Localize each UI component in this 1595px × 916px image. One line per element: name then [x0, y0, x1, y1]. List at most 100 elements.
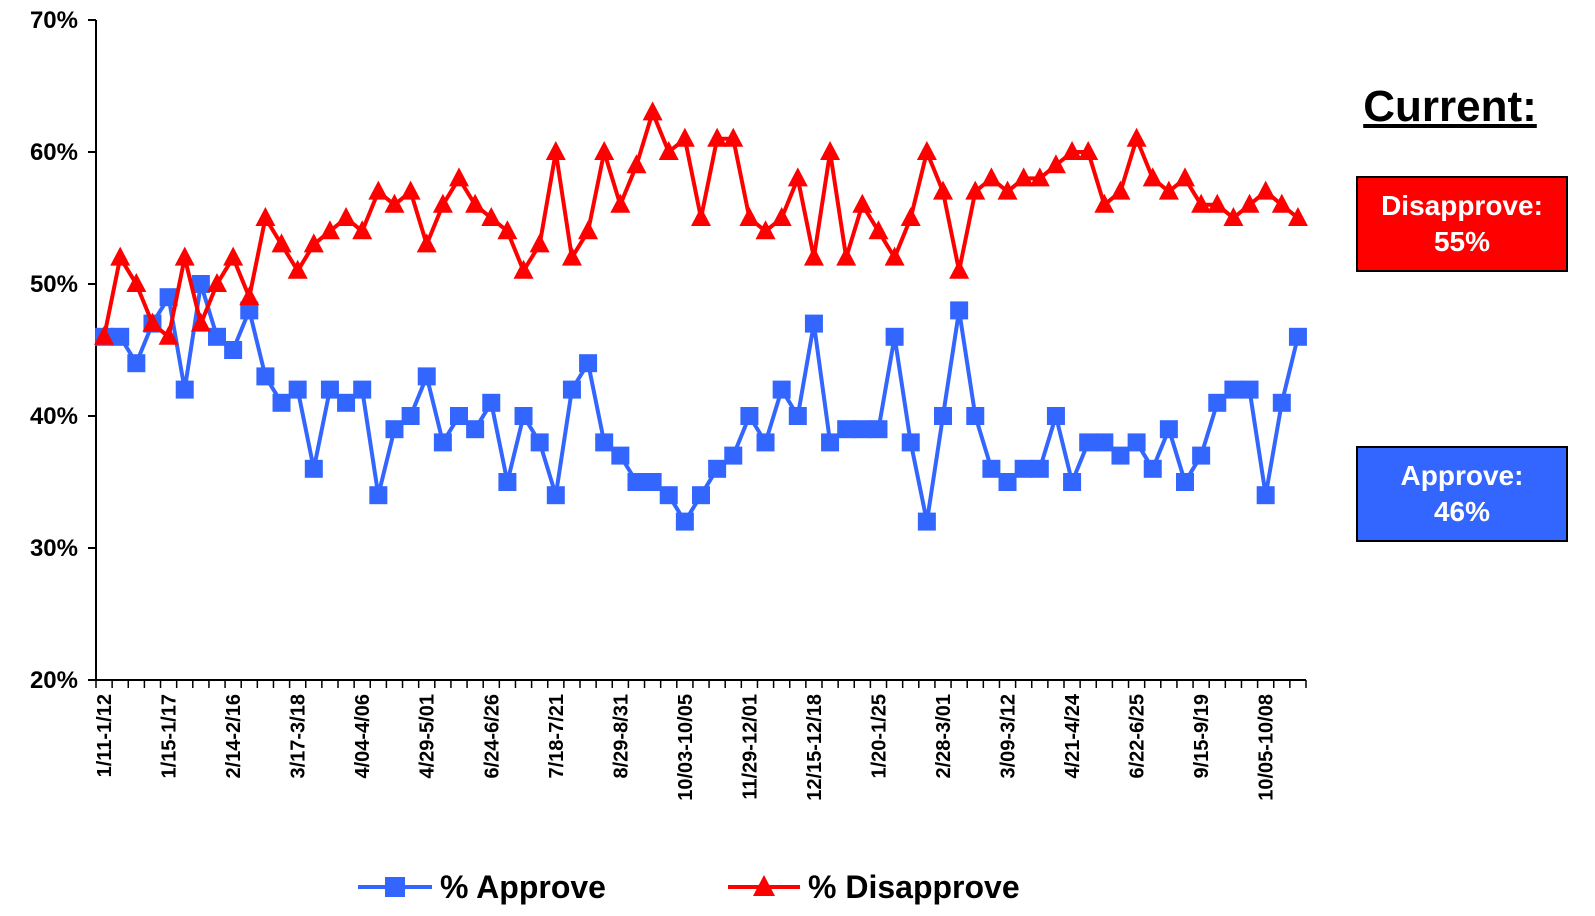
legend-label: % Approve: [440, 869, 606, 905]
disapprove-point: [594, 141, 615, 160]
x-tick-label: 10/03-10/05: [675, 694, 697, 801]
legend-item-approve: % Approve: [358, 869, 606, 905]
approve-point: [966, 407, 985, 425]
x-tick-label: 12/15-12/18: [804, 694, 826, 801]
approve-point: [433, 433, 452, 452]
disapprove-point: [1191, 193, 1212, 213]
disapprove-point: [674, 127, 695, 147]
disapprove-point: [561, 246, 582, 266]
x-tick-label: 1/20-1/25: [868, 694, 890, 779]
approve-point: [998, 473, 1017, 491]
disapprove-point: [723, 127, 744, 147]
approve-point: [1046, 407, 1065, 425]
approve-point: [208, 327, 226, 346]
disapprove-point: [303, 233, 324, 253]
approve-point: [111, 327, 130, 346]
disapprove-point: [1207, 193, 1228, 213]
axes: 20% 30% 40% 50% 60% 70% 1/11-1/12 1/15-1/17 2/14…: [30, 7, 1307, 801]
approve-point: [1143, 459, 1162, 478]
disapprove-point: [529, 233, 550, 253]
approve-point: [821, 433, 840, 452]
approve-point: [917, 512, 936, 531]
disapprove-point: [884, 246, 905, 266]
approve-point: [692, 486, 710, 505]
y-tick-label: 50%: [30, 271, 78, 298]
approve-point: [1256, 486, 1275, 505]
approve-point: [369, 486, 388, 505]
approve-point: [772, 380, 791, 399]
disapprove-point: [319, 220, 340, 240]
disapprove-point: [965, 180, 986, 200]
approve-point: [740, 407, 759, 425]
disapprove-point: [416, 233, 437, 253]
disapprove-point: [126, 273, 147, 292]
approve-point: [643, 473, 662, 491]
y-tick-label: 30%: [30, 535, 78, 562]
disapprove-point: [384, 193, 405, 213]
current-disapprove-label: Disapprove:: [1381, 190, 1543, 221]
approve-point: [546, 486, 565, 505]
legend-square-marker: [385, 877, 405, 897]
x-tick-label: 1/15-1/17: [159, 694, 181, 779]
disapprove-point: [142, 312, 163, 332]
approve-point: [337, 393, 356, 412]
disapprove-point: [868, 220, 889, 240]
approve-point: [627, 473, 646, 491]
approve-point: [950, 301, 969, 320]
x-tick-label: 1/11-1/12: [94, 694, 116, 777]
disapprove-series: [94, 101, 1308, 345]
approve-point: [1159, 420, 1178, 439]
approve-point: [288, 380, 307, 399]
disapprove-point: [449, 167, 469, 187]
approve-point: [1030, 459, 1049, 478]
current-title: Current:: [1363, 82, 1537, 131]
disapprove-point: [352, 220, 373, 240]
approve-point: [482, 393, 501, 412]
disapprove-point: [1045, 154, 1066, 174]
disapprove-point: [1158, 180, 1179, 200]
disapprove-point: [223, 246, 244, 266]
disapprove-point: [287, 259, 308, 279]
approve-point: [1079, 433, 1098, 452]
disapprove-point: [1110, 180, 1131, 200]
approve-point: [885, 327, 904, 346]
disapprove-point: [207, 273, 227, 292]
approve-point: [385, 420, 404, 439]
approve-point: [837, 420, 856, 439]
approve-point: [417, 367, 436, 386]
approve-point: [1111, 446, 1130, 465]
x-tick-label: 6/24-6/26: [481, 694, 503, 779]
y-tick-label: 60%: [30, 139, 78, 166]
disapprove-point: [803, 246, 824, 266]
disapprove-point: [239, 286, 260, 306]
approve-point: [1127, 433, 1146, 452]
disapprove-point: [949, 259, 970, 279]
x-tick-label: 4/29-5/01: [417, 694, 439, 779]
approve-point: [1014, 459, 1033, 478]
approve-point: [562, 380, 581, 399]
approve-point: [853, 420, 872, 439]
disapprove-point: [836, 246, 857, 266]
approve-point: [498, 473, 517, 491]
approve-point: [595, 433, 614, 452]
approve-point: [256, 367, 275, 386]
disapprove-point: [771, 207, 792, 226]
disapprove-point: [981, 167, 1002, 187]
disapprove-point: [642, 101, 663, 121]
disapprove-point: [174, 246, 195, 266]
x-tick-label: 6/22-6/25: [1127, 694, 1149, 779]
disapprove-point: [1078, 141, 1099, 160]
disapprove-point: [691, 207, 711, 226]
disapprove-point: [94, 325, 115, 345]
approve-point: [804, 314, 823, 333]
approve-point: [1272, 393, 1291, 412]
x-tick-label: 4/04-4/06: [352, 694, 374, 779]
disapprove-point: [190, 312, 211, 332]
approve-point: [191, 275, 210, 293]
disapprove-point: [933, 180, 953, 200]
approve-point: [901, 433, 920, 452]
disapprove-point: [1271, 193, 1292, 213]
disapprove-point: [465, 193, 486, 213]
disapprove-point: [755, 220, 776, 240]
approve-point: [708, 459, 727, 478]
